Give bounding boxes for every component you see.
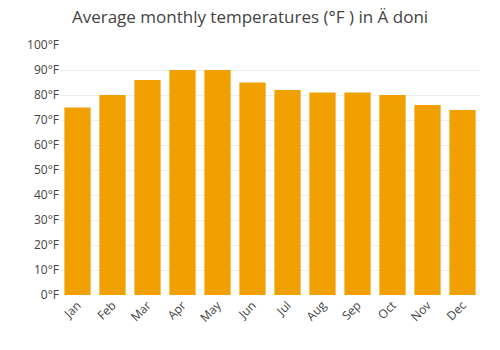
svg-text:Feb: Feb: [93, 297, 119, 323]
svg-text:80°F: 80°F: [34, 86, 59, 103]
svg-text:Apr: Apr: [164, 297, 190, 323]
svg-text:40°F: 40°F: [34, 186, 59, 203]
svg-text:Mar: Mar: [127, 297, 155, 325]
svg-text:Sep: Sep: [338, 297, 365, 324]
svg-text:70°F: 70°F: [34, 111, 59, 128]
svg-text:Oct: Oct: [374, 297, 400, 323]
svg-text:Jul: Jul: [272, 297, 294, 319]
svg-text:0°F: 0°F: [41, 286, 59, 303]
svg-text:10°F: 10°F: [34, 261, 59, 278]
svg-text:20°F: 20°F: [34, 236, 59, 253]
svg-text:Dec: Dec: [443, 297, 470, 324]
svg-text:May: May: [196, 296, 225, 325]
svg-text:60°F: 60°F: [34, 136, 59, 153]
svg-text:Nov: Nov: [407, 297, 435, 325]
svg-text:50°F: 50°F: [34, 161, 59, 178]
svg-text:Jan: Jan: [60, 297, 85, 322]
svg-text:90°F: 90°F: [34, 61, 59, 78]
svg-text:Jun: Jun: [234, 297, 259, 322]
svg-text:100°F: 100°F: [27, 36, 59, 53]
svg-text:30°F: 30°F: [34, 211, 59, 228]
svg-text:Aug: Aug: [302, 297, 330, 325]
svg-text:Average monthly temperatures (: Average monthly temperatures (°F ) in Ä …: [72, 5, 428, 28]
